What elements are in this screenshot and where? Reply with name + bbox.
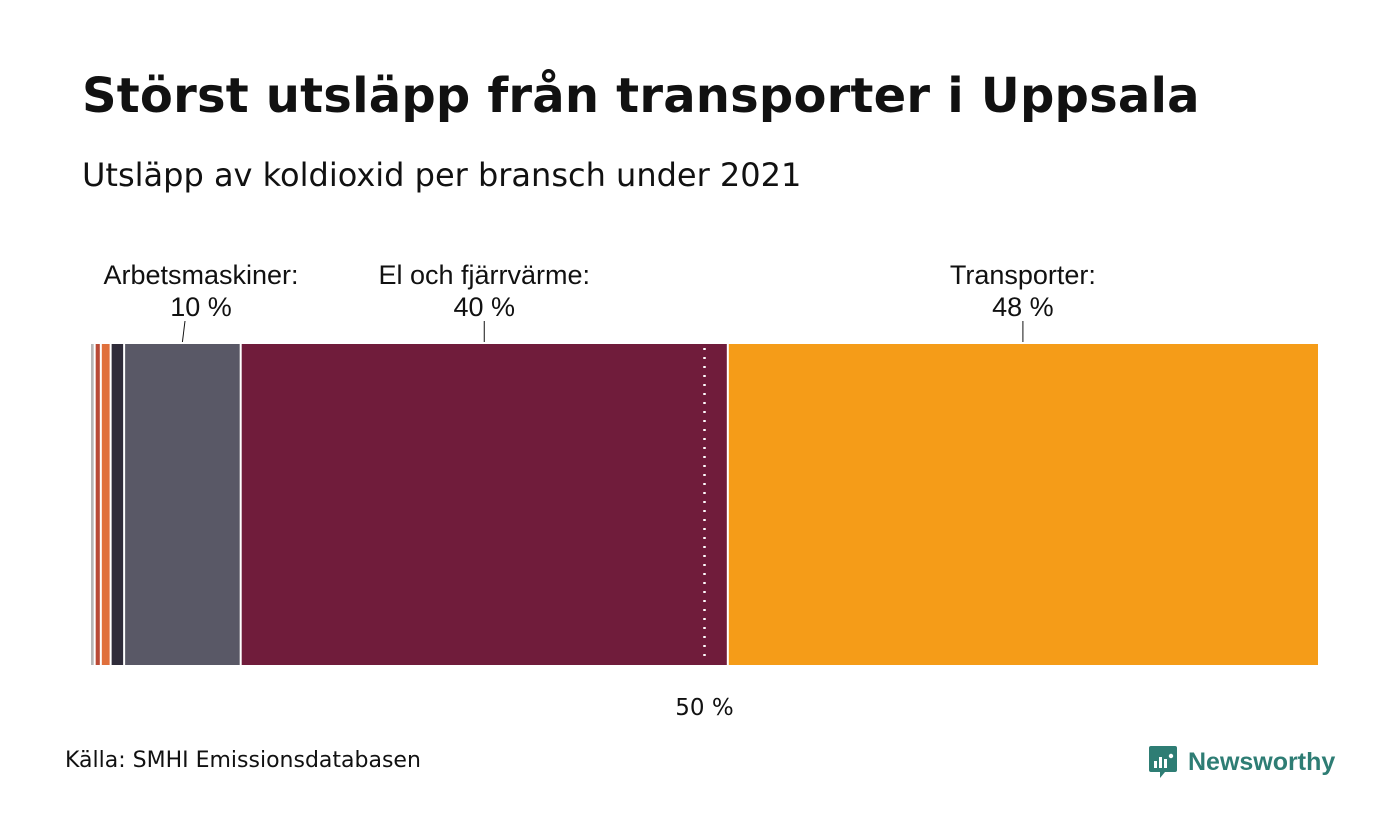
bar-segment-3 [100,344,111,665]
brand-logo: Newsworthy [1148,742,1335,782]
stacked-bar-chart: Arbetsmaskiner:10 % El och fjärrvärme:40 … [91,260,1318,721]
bar-segment-7 [727,344,1318,665]
segment-label-5: Arbetsmaskiner: [103,260,298,290]
newsworthy-logo-icon [1149,746,1177,778]
segment-percent-7: 48 % [992,292,1054,322]
segment-label-6: El och fjärrvärme: [378,260,590,290]
segment-percent-6: 40 % [453,292,515,322]
bar-segment-2 [94,344,101,665]
source-note: Källa: SMHI Emissionsdatabasen [65,748,421,773]
segment-label-7: Transporter: [950,260,1096,290]
bar-segment-1 [91,344,95,665]
segment-leader-5 [181,320,186,343]
bar-segment-6 [240,344,728,665]
chart-title: Störst utsläpp från transporter i Uppsal… [82,68,1200,124]
bar-segment-5 [124,344,241,665]
chart-subtitle: Utsläpp av koldioxid per bransch under 2… [82,156,802,194]
reference-line-label: 50 % [675,695,733,721]
brand-name: Newsworthy [1188,747,1336,776]
segment-percent-5: 10 % [170,292,232,322]
bar-segment-4 [110,344,125,665]
